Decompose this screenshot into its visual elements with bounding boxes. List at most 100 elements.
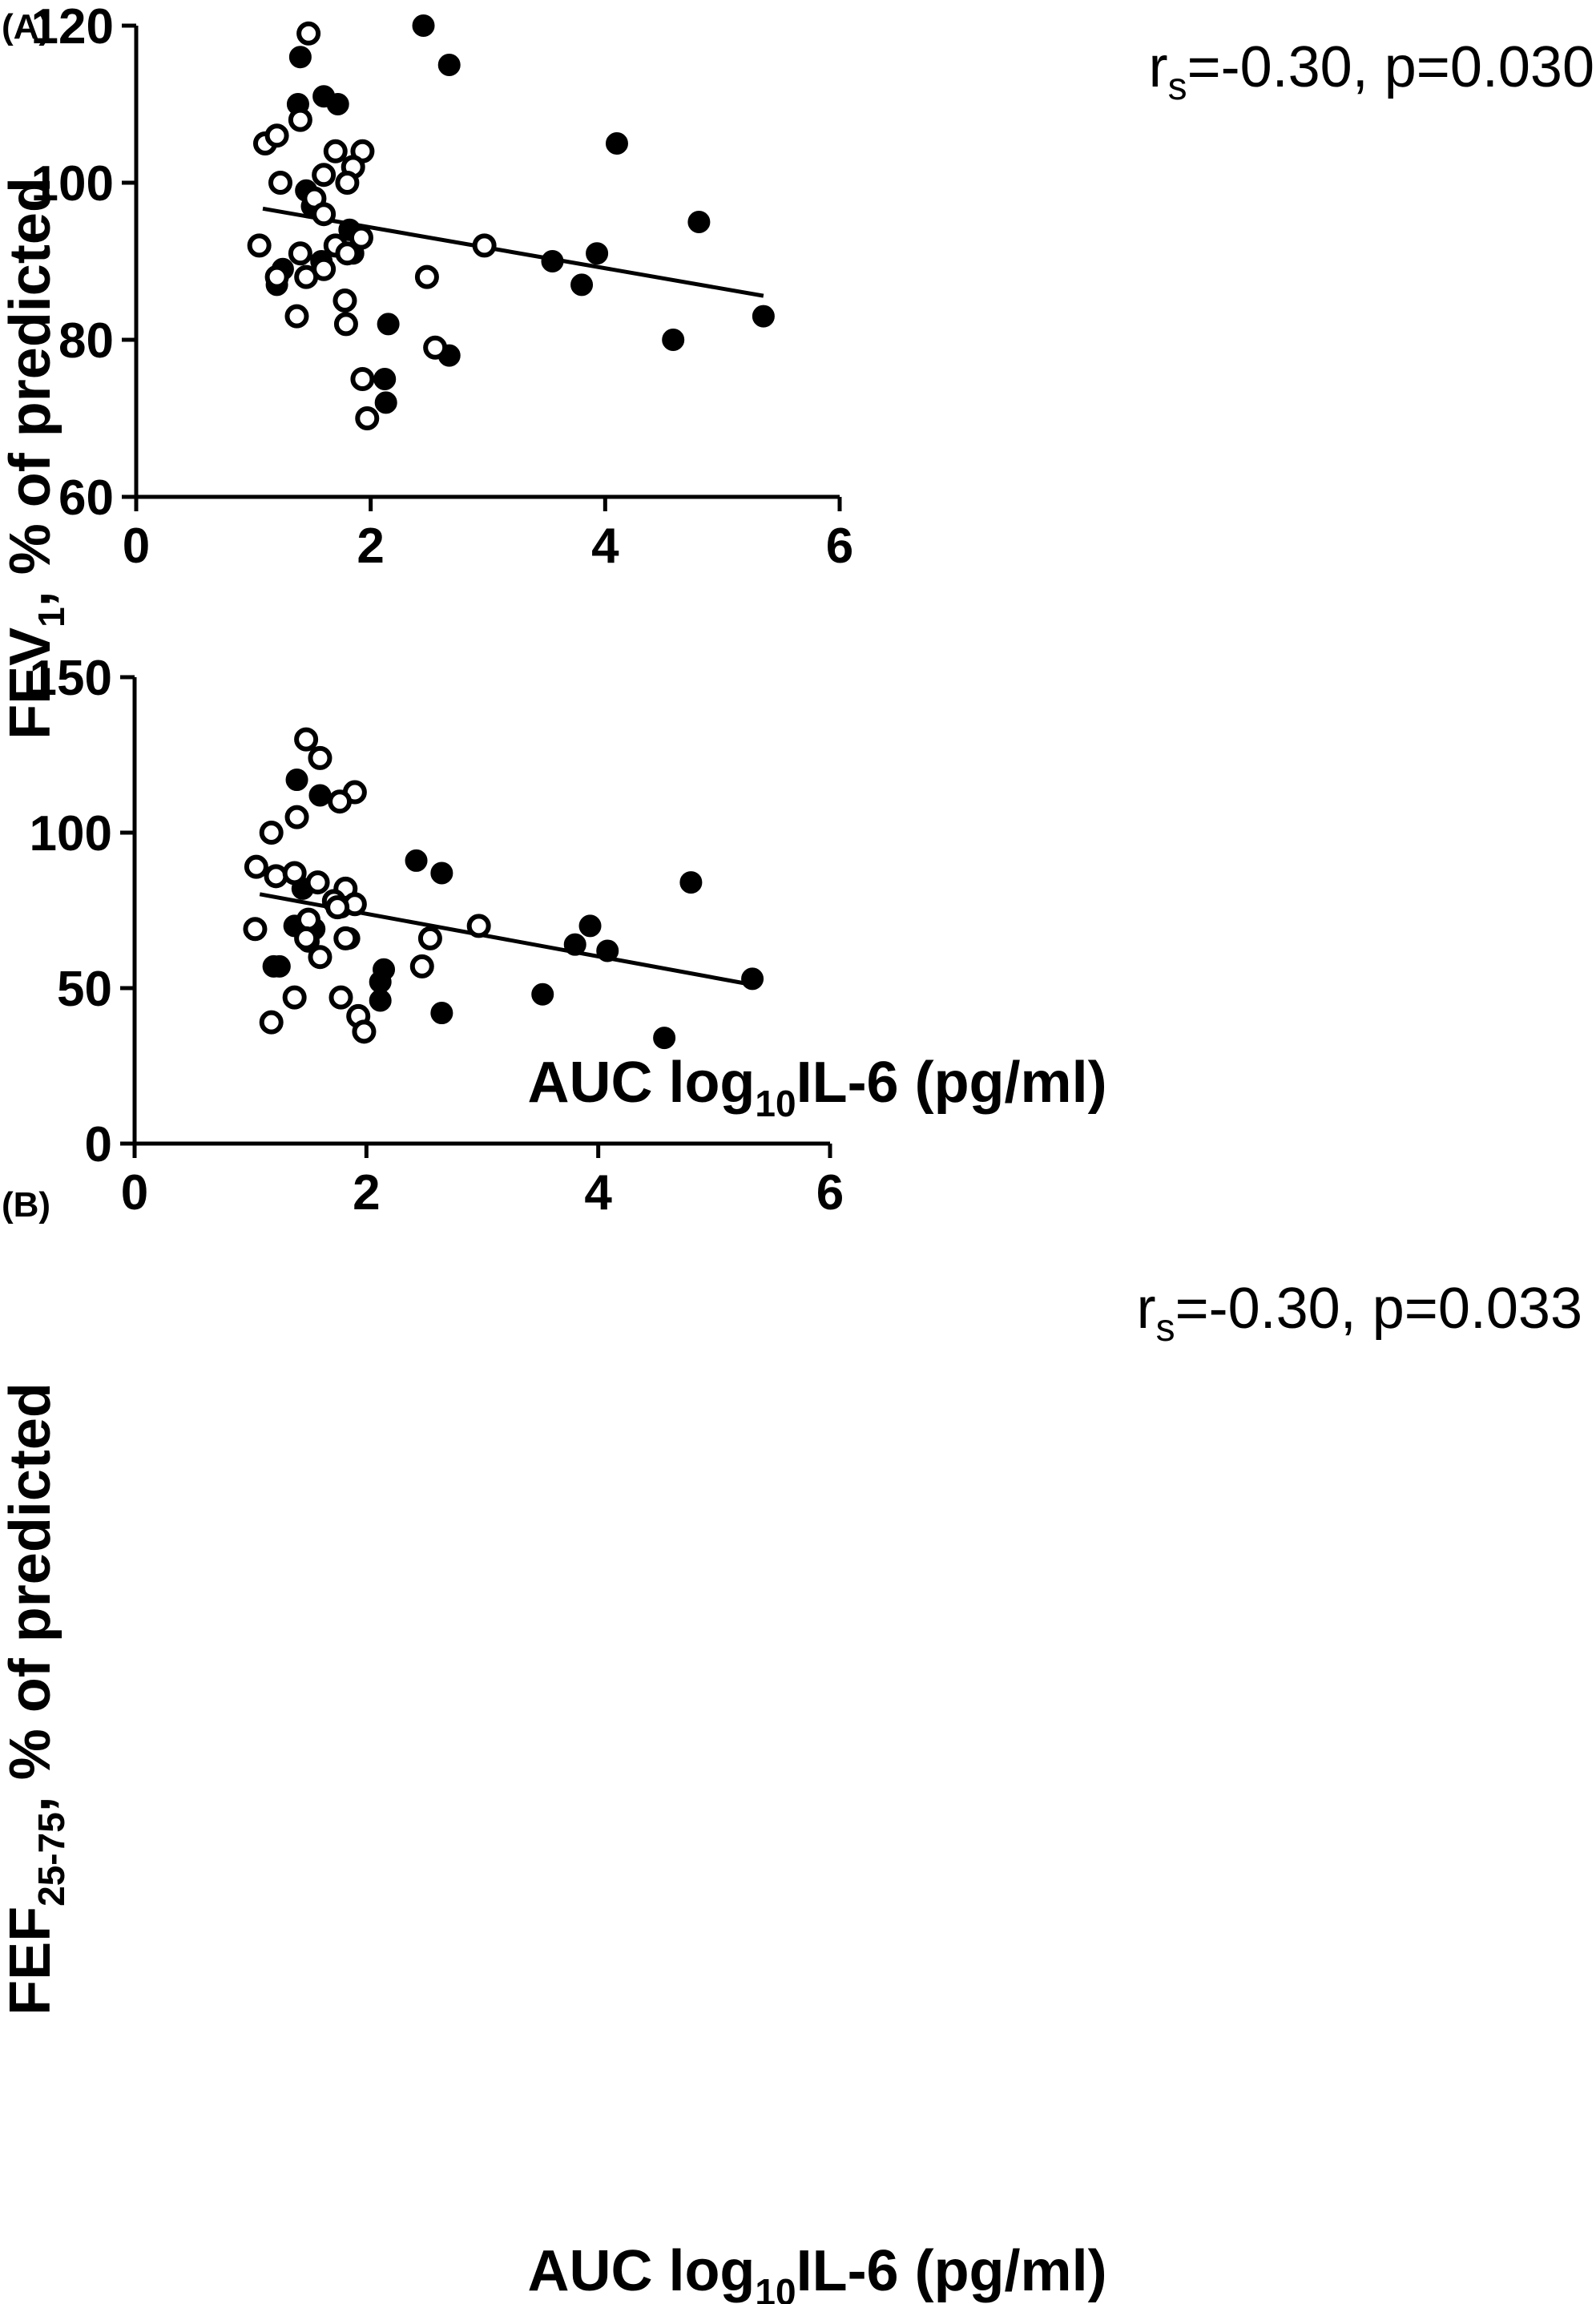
panel-b-open-point [325, 895, 350, 920]
panel-a-x-tick-label: 2 [357, 519, 384, 574]
panel-b-x-tick-label: 4 [584, 1165, 612, 1221]
panel-b-open-point [284, 805, 309, 829]
panel-a-open-point [423, 335, 448, 360]
panel-a-filled-point [288, 46, 312, 69]
panel-a-open-point [333, 312, 358, 337]
panel-a-open-point [472, 233, 497, 258]
panel-a-open-point [288, 107, 312, 132]
panel-a-y-axis-title: FEV1, % of predicted [0, 177, 72, 740]
panel-b-open-point [328, 789, 353, 814]
panel-b-chart: (B) 0 50 100 150 0 2 4 6 rs=-0.30, p=0.033 AUC … [0, 651, 1582, 2304]
panel-b-y-tick-label: 0 [85, 1117, 112, 1172]
panel-b-y-title-sub: 25-75 [30, 1812, 72, 1907]
panel-b-open-point [296, 907, 320, 932]
panel-b-open-point [333, 926, 358, 950]
panel-b-stat-r-sub: s [1156, 1307, 1175, 1350]
panel-b-filled-point [268, 954, 291, 978]
panel-b-x-title-sub: 10 [755, 2271, 796, 2304]
panel-b-label: (B) [2, 1185, 50, 1225]
panel-b-axes: 0 50 100 150 0 2 4 6 [30, 651, 844, 1221]
panel-a-filled-point [412, 14, 435, 37]
panel-a-filled-point [586, 242, 609, 265]
panel-b-y-tick-label: 100 [30, 806, 112, 861]
panel-a-open-point [414, 264, 439, 289]
panel-a-filled-point [687, 211, 711, 233]
panel-b-filled-point [679, 871, 703, 894]
panel-b-stat-rest: =-0.30, p=0.033 [1175, 1277, 1582, 1341]
panel-b-open-point [417, 926, 442, 950]
panel-b-filled-point [741, 967, 764, 991]
panel-a-open-point [288, 241, 312, 266]
panel-a-x-tick-label: 6 [826, 519, 853, 574]
panel-a-open-point [350, 367, 375, 391]
panel-a-filled-point [373, 368, 397, 390]
panel-b-open-point [282, 861, 307, 886]
panel-a-filled-point [437, 54, 461, 76]
panel-a-y-title-rest: , % of predicted [0, 177, 62, 607]
panel-a-filled-point [374, 391, 397, 414]
panel-b-y-tick-label: 150 [30, 651, 112, 706]
panel-a-y-title-sub: 1 [30, 607, 72, 627]
panel-b-filled-point [430, 1002, 453, 1025]
panel-a-open-point [323, 139, 348, 163]
panel-a-open-point [332, 289, 357, 313]
panel-b-x-tick-label: 0 [121, 1165, 148, 1221]
panel-a-open-point [268, 171, 292, 195]
panel-a-label: (A) [2, 7, 50, 46]
panel-b-filled-point [563, 933, 586, 956]
panel-b-x-tick-label: 2 [353, 1165, 380, 1221]
panel-b-filled-point [285, 769, 308, 792]
panel-b-open-point [259, 1010, 284, 1035]
panel-a-open-point [247, 233, 272, 258]
panel-b-filled-point [653, 1027, 676, 1050]
panel-b-open-point [244, 854, 268, 879]
panel-b-open-point [466, 914, 491, 938]
panel-b-x-axis-title: AUC log10IL-6 (pg/ml) [527, 2239, 1106, 2304]
panel-b-y-tick-label: 50 [57, 962, 112, 1017]
panel-a-stat-r: r [1149, 35, 1168, 99]
panel-a-axes: 60 80 100 120 0 2 4 6 [31, 0, 854, 574]
panel-a-y-tick-label: 120 [31, 0, 114, 54]
panel-b-open-point [409, 954, 434, 978]
panel-a-y-title-main: FEV [0, 627, 62, 740]
panel-b-filled-point [578, 914, 602, 938]
panel-b-x-tick-label: 6 [816, 1165, 844, 1221]
panel-b-stat-r: r [1137, 1277, 1156, 1341]
panel-a-open-point [296, 21, 321, 46]
panel-a-x-tick-label: 0 [123, 519, 150, 574]
panel-b-points [243, 727, 764, 1050]
panel-a-y-tick-label: 100 [31, 156, 114, 212]
panel-b-filled-point [405, 849, 428, 872]
panel-b-filled-point [308, 784, 332, 807]
panel-a-open-point [335, 241, 360, 266]
panel-a-x-tick-label: 4 [591, 519, 619, 574]
panel-b-y-title-rest: , % of predicted [0, 1382, 62, 1812]
panel-b-filled-point [430, 861, 453, 885]
panel-b-open-point [308, 945, 332, 970]
panel-a-open-point [349, 225, 373, 250]
panel-b-open-point [259, 821, 284, 845]
panel-a-open-point [312, 202, 337, 227]
panel-b-x-title-main: AUC log [527, 2239, 755, 2303]
panel-b-x-title-rest: IL-6 (pg/ml) [796, 2239, 1107, 2303]
panel-a-filled-point [752, 305, 775, 328]
panel-a-x-title-sub: 10 [755, 1083, 796, 1124]
panel-a-filled-point [326, 93, 349, 115]
panel-b-open-point [282, 985, 307, 1010]
panel-a-filled-point [541, 250, 564, 272]
panel-a-open-point [264, 123, 289, 148]
panel-b-filled-point [596, 939, 619, 962]
panel-b-open-point [243, 917, 268, 942]
panel-b-open-point [305, 870, 330, 895]
panel-b-open-point [352, 1019, 377, 1044]
panel-b-open-point [294, 926, 319, 950]
panel-b-filled-point [531, 983, 554, 1006]
panel-a-y-tick-label: 80 [58, 313, 114, 369]
panel-a-open-point [355, 406, 380, 430]
panel-a-points [247, 14, 775, 430]
panel-a-stat-annotation: rs=-0.30, p=0.030 [1149, 35, 1594, 108]
panel-a-x-title-main: AUC log [527, 1051, 755, 1115]
panel-b-y-title-main: FEF [0, 1907, 62, 2015]
panel-a-open-point [284, 304, 309, 329]
